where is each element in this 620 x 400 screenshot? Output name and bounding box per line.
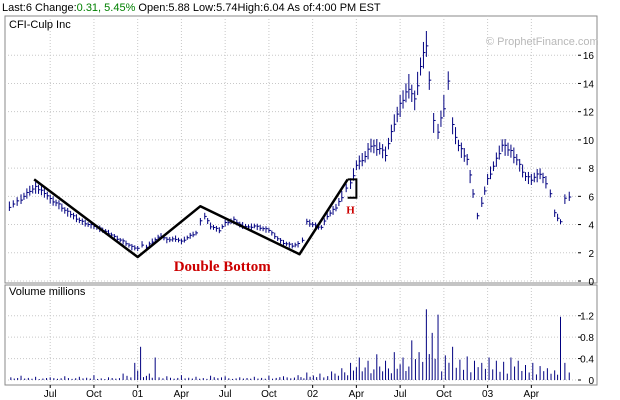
price-y-tick-label: 6	[588, 192, 594, 203]
price-panel-title: CFI-Culp Inc	[9, 19, 71, 31]
high-value: 6.04	[263, 2, 285, 14]
x-tick-label: Apr	[174, 389, 190, 400]
volume-panel-frame	[4, 284, 598, 386]
volume-y-axis: 0 0.4 0.8 1.2	[578, 312, 594, 387]
x-tick-label: Jul	[219, 389, 232, 400]
last-value: 6	[25, 2, 32, 14]
double-bottom-line	[33, 178, 349, 259]
x-tick-label: Jul	[394, 389, 407, 400]
price-y-tick-label: 12	[583, 108, 595, 119]
x-tick-label: 01	[132, 389, 144, 400]
x-tick-label: Apr	[524, 389, 540, 400]
asof-label: As of:	[287, 2, 316, 14]
volume-bars	[10, 309, 570, 380]
price-y-tick-label: 14	[583, 79, 595, 90]
handle-bracket	[347, 178, 358, 199]
last-label: Last:	[2, 2, 26, 14]
asof-value: 4:00 PM EST	[315, 2, 381, 14]
quote-bar: Last:6 Change:0.31, 5.45% Open:5.88 Low:…	[2, 1, 381, 15]
price-y-tick-label: 8	[588, 164, 594, 175]
volume-y-tick-label: 0	[588, 376, 594, 387]
price-y-tick-label: 10	[583, 136, 595, 147]
change-label: Change:	[35, 2, 77, 14]
price-y-tick-label: 4	[588, 221, 594, 232]
x-tick-label: Oct	[436, 389, 452, 400]
price-y-tick-label: 16	[583, 51, 595, 62]
price-y-axis: 0 2 4 6 8 10 12 14 16	[578, 51, 594, 288]
volume-y-tick-label: 0.8	[580, 333, 594, 344]
volume-y-tick-label: 0.4	[580, 355, 594, 366]
volume-panel-title: Volume millions	[9, 286, 86, 298]
x-tick-label: Oct	[261, 389, 277, 400]
open-label: Open:	[138, 2, 169, 14]
x-tick-label: Oct	[86, 389, 102, 400]
handle-label: H	[346, 204, 355, 216]
high-label: High:	[237, 2, 264, 14]
volume-grid	[5, 285, 578, 385]
price-panel-frame	[4, 15, 598, 284]
change-value: 0.31, 5.45%	[76, 2, 136, 14]
price-grid	[5, 16, 578, 283]
double-bottom-pattern	[33, 178, 358, 259]
low-label: Low:	[192, 2, 217, 14]
x-axis: Jul Oct 01 Apr Jul Oct 02 Apr Jul Oct 03 Apr	[44, 385, 540, 400]
x-tick-label: Jul	[44, 389, 57, 400]
annotations: Double Bottom H	[174, 204, 356, 275]
open-value: 5.88	[168, 2, 190, 14]
double-bottom-label: Double Bottom	[174, 259, 272, 275]
price-y-tick-label: 2	[588, 249, 594, 260]
x-tick-label: Apr	[349, 389, 365, 400]
volume-y-tick-label: 1.2	[580, 312, 594, 323]
x-tick-label: 02	[307, 389, 319, 400]
price-y-tick-label: 0	[588, 277, 594, 288]
watermark: © ProphetFinance.com	[486, 36, 599, 48]
low-value: 5.74	[216, 2, 238, 14]
x-tick-label: 03	[482, 389, 494, 400]
